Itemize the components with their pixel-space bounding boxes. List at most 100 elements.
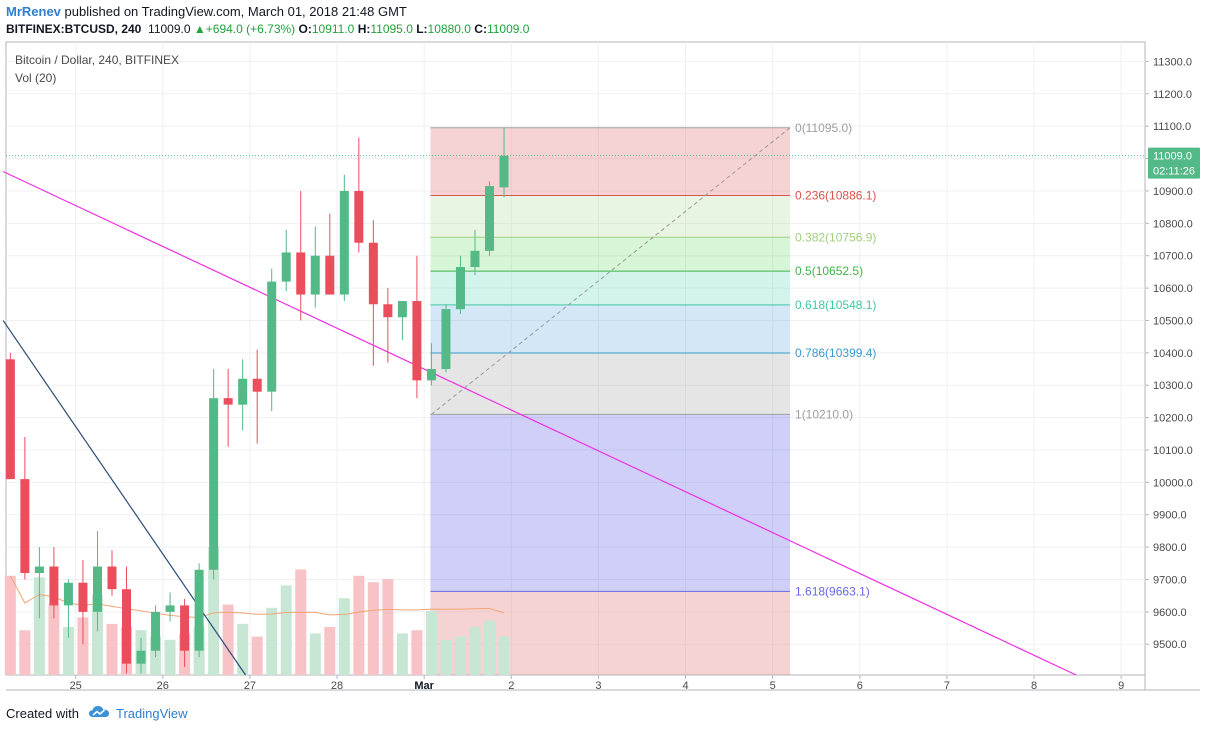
y-tick-label: 10900.0: [1153, 186, 1193, 198]
volume-bar: [396, 633, 408, 675]
volume-bar: [222, 604, 234, 675]
candle-body: [78, 582, 88, 612]
volume-bar: [353, 575, 365, 675]
tradingview-logo-icon[interactable]: [88, 705, 110, 722]
candle-body: [20, 479, 30, 574]
y-tick-label: 10600.0: [1153, 283, 1193, 295]
candle-body: [92, 566, 102, 612]
candle-body: [325, 255, 335, 295]
volume-bar: [164, 639, 176, 675]
volume-bar: [280, 585, 292, 675]
tradingview-link[interactable]: TradingView: [115, 706, 188, 721]
fib-level-label: 0.382(10756.9): [795, 230, 876, 244]
x-tick-label: 27: [244, 680, 256, 692]
volume-bar: [33, 577, 45, 675]
fib-zone: [430, 127, 791, 196]
chart-title: Bitcoin / Dollar, 240, BITFINEX: [15, 53, 180, 67]
candle-body: [470, 250, 480, 268]
candle-body: [209, 398, 219, 570]
candle-body: [165, 605, 175, 612]
volume-bar: [295, 569, 307, 675]
candle-body: [223, 398, 233, 405]
change-value: +694.0 (+6.73%): [205, 22, 296, 36]
candle-body: [383, 304, 393, 318]
candle-body: [426, 369, 436, 381]
volume-bar: [454, 636, 466, 675]
last-price: 11009.0: [148, 22, 191, 36]
y-tick-label: 9700.0: [1153, 574, 1187, 586]
volume-bar: [91, 595, 103, 675]
x-tick-label: Mar: [414, 680, 434, 692]
trendlines: [2, 170, 1077, 676]
volume-bar: [498, 636, 510, 675]
fib-zone: [430, 353, 791, 415]
y-tick-label: 9600.0: [1153, 607, 1187, 619]
candle-body: [412, 301, 422, 381]
y-tick-label: 10000.0: [1153, 477, 1193, 489]
x-tick-label: 2: [508, 680, 514, 692]
y-tick-label: 9500.0: [1153, 639, 1187, 651]
last-price-tag: 11009.0 02:11:26: [1148, 147, 1200, 179]
y-tick-label: 11100.0: [1153, 121, 1191, 133]
fib-level-label: 0.236(10886.1): [795, 188, 876, 202]
last-price-tag-value: 11009.0: [1153, 151, 1192, 163]
candle-body: [63, 582, 73, 606]
author-link[interactable]: MrRenev: [6, 4, 61, 19]
volume-bar: [469, 627, 481, 675]
fib-zone: [430, 304, 791, 354]
x-tick-label: 26: [157, 680, 169, 692]
y-tick-label: 10500.0: [1153, 315, 1193, 327]
close-value: 11009.0: [486, 22, 530, 36]
y-tick-label: 10300.0: [1153, 380, 1193, 392]
y-tick-label: 9800.0: [1153, 542, 1187, 554]
candle-body: [397, 301, 407, 318]
volume-bar: [440, 639, 452, 675]
x-tick-label: 8: [1031, 680, 1037, 692]
candle-body: [485, 186, 495, 251]
x-tick-label: 4: [682, 680, 688, 692]
up-arrow-icon: ▲: [193, 22, 206, 36]
volume-bar: [251, 636, 263, 675]
y-tick-label: 10100.0: [1153, 445, 1193, 457]
volume-bar: [62, 627, 74, 675]
candle-body: [281, 252, 291, 282]
ohlc-bar: BITFINEX:BTCUSD, 240 11009.0 ▲+694.0 (+6…: [6, 22, 529, 36]
volume-bar: [48, 604, 60, 675]
candle-body: [107, 566, 117, 590]
volume-bar: [266, 607, 278, 675]
fib-zone: [430, 237, 791, 272]
candles: [5, 127, 509, 674]
y-tick-label: 10700.0: [1153, 251, 1193, 263]
candle-body: [455, 267, 465, 310]
candle-body: [339, 190, 349, 295]
candle-body: [238, 378, 248, 405]
volume-bar: [309, 633, 321, 675]
y-tick-label: 11200.0: [1153, 89, 1192, 101]
y-tick-label: 11300.0: [1153, 56, 1192, 68]
volume-bar: [77, 617, 89, 675]
volume-bar: [19, 630, 31, 675]
fib-zone: [430, 414, 791, 592]
candle-body: [180, 605, 190, 651]
candle-body: [34, 566, 44, 574]
candle-body: [122, 589, 132, 664]
candle-body: [136, 650, 146, 664]
volume-bar: [411, 630, 423, 675]
descending-trendline: [2, 170, 1077, 676]
candle-body: [310, 255, 320, 295]
steep-trendline: [2, 320, 247, 676]
fib-level-label: 0.786(10399.4): [795, 346, 876, 360]
volume-legend: Vol (20): [15, 71, 57, 85]
symbol-label: BITFINEX:BTCUSD, 240: [6, 22, 142, 36]
volume-bar: [324, 627, 336, 675]
volume-bar: [425, 611, 437, 675]
close-label: C:: [474, 22, 487, 36]
candle-body: [368, 242, 378, 305]
x-tick-label: 3: [595, 680, 601, 692]
volume-bar: [338, 598, 350, 675]
x-tick-label: 6: [857, 680, 863, 692]
low-value: 10880.0: [427, 22, 471, 36]
created-with-text: Created with: [6, 706, 79, 721]
fib-level-label: 1(10210.0): [795, 407, 853, 421]
